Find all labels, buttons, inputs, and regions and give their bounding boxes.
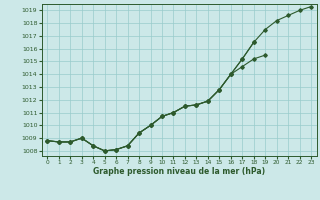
X-axis label: Graphe pression niveau de la mer (hPa): Graphe pression niveau de la mer (hPa) — [93, 167, 265, 176]
